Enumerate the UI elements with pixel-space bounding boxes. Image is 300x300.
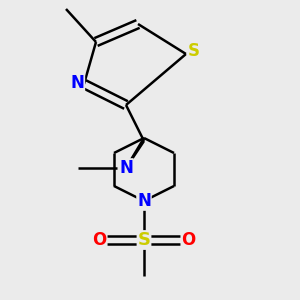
Text: O: O [92, 231, 107, 249]
Text: O: O [181, 231, 196, 249]
Text: S: S [188, 42, 200, 60]
Text: N: N [70, 74, 84, 92]
Text: S: S [137, 231, 151, 249]
Text: N: N [119, 159, 133, 177]
Text: N: N [137, 192, 151, 210]
